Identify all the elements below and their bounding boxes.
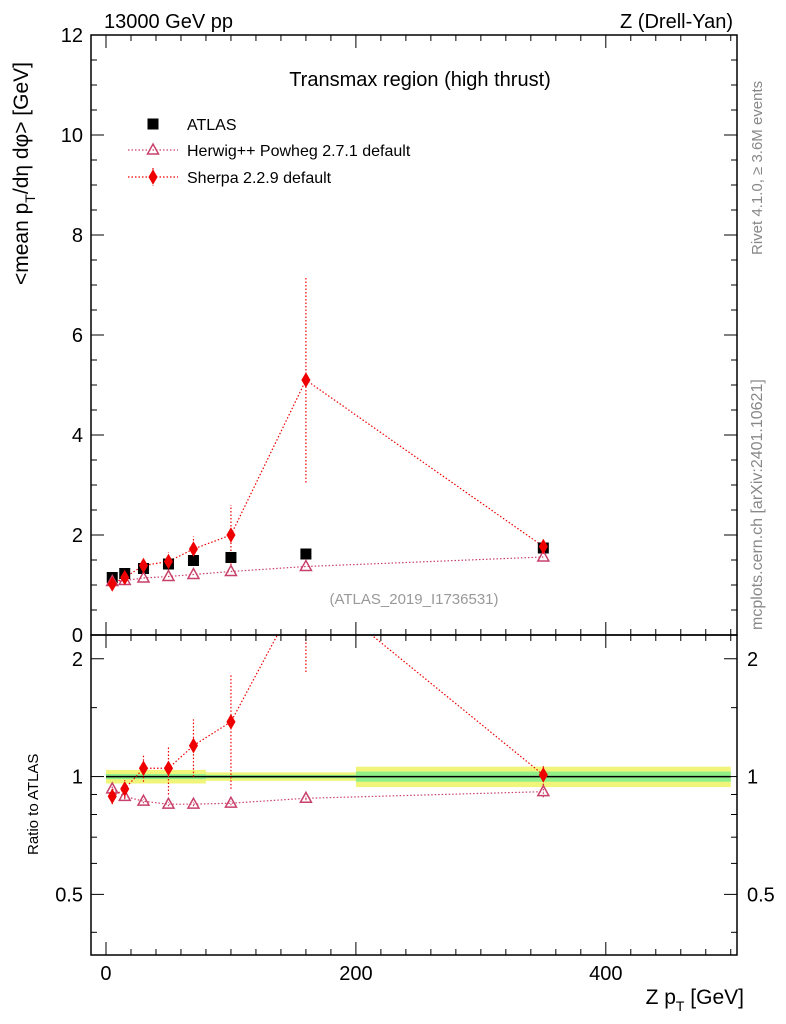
ratio-y-tick-label: 2 <box>72 649 83 671</box>
ratio-frame <box>90 634 738 956</box>
ratio-y-axis-label: Ratio to ATLAS <box>25 754 42 855</box>
legend-label: Sherpa 2.2.9 default <box>187 170 332 187</box>
sherpa-point <box>226 527 236 543</box>
atlas-point <box>187 555 199 566</box>
sherpa-line <box>111 379 544 585</box>
sherpa-ratio-line <box>111 635 544 797</box>
y-axis-label: <mean pT/dη dφ> [GeV] <box>10 62 38 285</box>
herwig-point <box>136 570 151 583</box>
ratio-y-tick-label-right: 2 <box>747 649 758 671</box>
mcplots-label: mcplots.cern.ch [arXiv:2401.10621] <box>749 379 766 630</box>
ratio-y-tick-label-right: 1 <box>747 767 758 789</box>
ratio-y-tick-label: 1 <box>72 767 83 789</box>
atlas-point <box>225 552 237 563</box>
plot-title: Transmax region (high thrust) <box>289 69 551 91</box>
ratio-panel: 0 200 400 0.5 0.5 1 1 2 2 <box>55 574 775 985</box>
sherpa-ratio-point <box>138 760 149 777</box>
herwig-ratio-line <box>111 788 544 805</box>
sherpa-point <box>163 553 174 570</box>
y-tick-label: 12 <box>61 25 83 47</box>
analysis-id: (ATLAS_2019_I1736531) <box>329 591 498 608</box>
legend-label: Herwig++ Powheg 2.7.1 default <box>187 143 411 160</box>
y-tick-label: 4 <box>72 425 83 447</box>
header-energy: 13000 GeV pp <box>104 11 233 33</box>
y-tick-label: 2 <box>72 525 83 547</box>
y-tick-label: 0 <box>72 625 83 647</box>
herwig-ratio-point <box>299 790 313 804</box>
herwig-point <box>186 567 201 580</box>
ratio-y-tick-label-right: 0.5 <box>747 884 775 906</box>
herwig-point <box>224 564 238 577</box>
herwig-ratio-point <box>136 793 151 806</box>
y-tick-label: 8 <box>72 225 83 247</box>
herwig-ratio-point <box>186 796 201 809</box>
herwig-point <box>536 549 551 562</box>
y-tick-label: 10 <box>61 125 83 147</box>
atlas-point <box>300 548 312 560</box>
herwig-ratio-point <box>117 788 132 802</box>
herwig-line <box>112 556 544 583</box>
sherpa-ratio-point <box>301 574 310 590</box>
herwig-ratio-point <box>536 784 551 797</box>
sherpa-ratio-point <box>107 788 117 805</box>
sherpa-point <box>138 557 149 574</box>
legend: ATLAS Herwig++ Powheg 2.7.1 default Sherpa… <box>128 117 411 187</box>
sherpa-point <box>120 569 130 586</box>
herwig-point <box>161 569 176 582</box>
sherpa-ratio-point <box>163 760 174 777</box>
legend-marker-herwig <box>146 142 160 155</box>
x-tick-label: 400 <box>589 963 622 985</box>
legend-marker-atlas <box>147 118 159 130</box>
herwig-ratio-point <box>224 795 238 808</box>
sherpa-point <box>301 372 311 388</box>
x-tick-label: 0 <box>100 963 111 985</box>
herwig-ratio-point <box>161 796 176 809</box>
sherpa-ratio-point <box>226 714 236 730</box>
x-tick-label: 200 <box>339 963 372 985</box>
y-tick-label: 6 <box>72 325 83 347</box>
sherpa-point <box>538 538 548 555</box>
sherpa-ratio-point <box>120 781 130 797</box>
rivet-label: Rivet 4.1.0, ≥ 3.6M events <box>749 81 766 255</box>
header-process: Z (Drell-Yan) <box>620 11 733 33</box>
sherpa-point <box>107 576 117 592</box>
sherpa-ratio-point <box>188 737 199 754</box>
legend-label: ATLAS <box>187 117 237 134</box>
sherpa-point <box>188 541 199 557</box>
sherpa-ratio-point <box>538 767 548 783</box>
x-axis-label: Z pT [GeV] <box>646 986 744 1014</box>
herwig-point <box>299 559 313 572</box>
ratio-y-tick-label: 0.5 <box>55 884 83 906</box>
legend-marker-sherpa <box>148 169 158 185</box>
